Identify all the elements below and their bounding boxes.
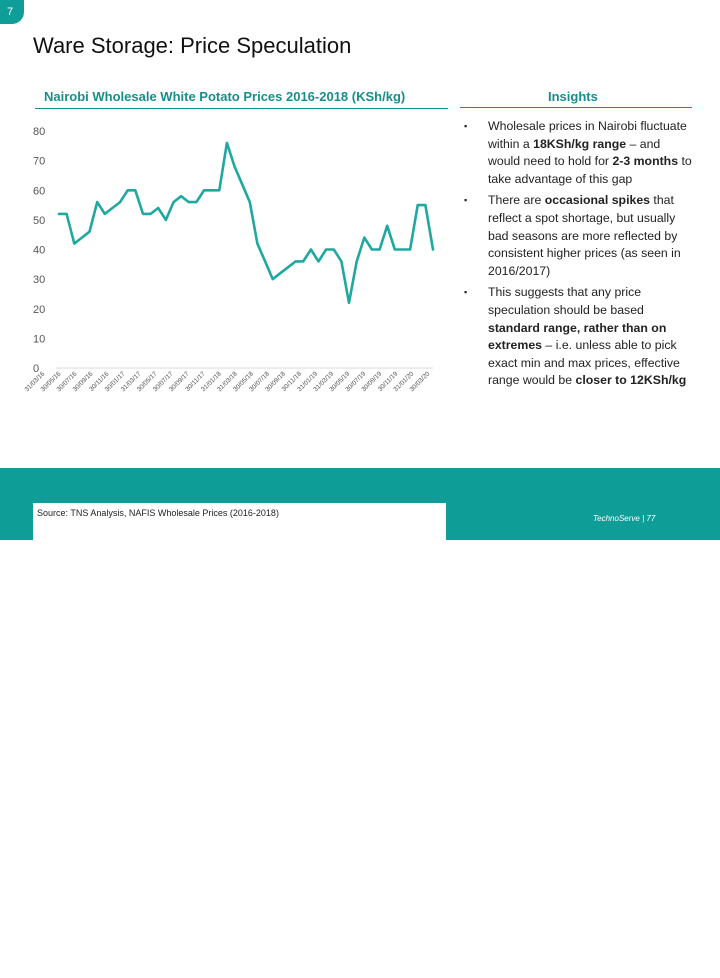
price-line-chart: 0102030405060708031/03/1630/05/1630/07/1… (0, 0, 450, 420)
y-tick-label: 40 (33, 245, 45, 257)
insight-fragment: This suggests that any price speculation… (488, 285, 644, 317)
technoserve-logo-icon (580, 938, 670, 978)
insight-emphasis: occasional spikes (545, 193, 650, 207)
y-tick-label: 20 (33, 304, 45, 316)
insights-title: Insights (548, 89, 598, 104)
bullet-icon: ▪ (462, 118, 488, 188)
insight-fragment: There are (488, 193, 545, 207)
insight-emphasis: 18KSh/kg range (533, 137, 626, 151)
y-tick-label: 60 (33, 185, 45, 197)
insight-item: ▪There are occasional spikes that reflec… (462, 192, 694, 280)
insights-title-rule (460, 107, 692, 108)
y-tick-label: 30 (33, 274, 45, 286)
y-tick-label: 80 (33, 126, 45, 138)
insight-text: There are occasional spikes that reflect… (488, 192, 694, 280)
bullet-icon: ▪ (462, 192, 488, 280)
bullet-icon: ▪ (462, 284, 488, 390)
insight-emphasis: 2-3 months (612, 154, 678, 168)
insights-list: ▪Wholesale prices in Nairobi fluctuate w… (462, 118, 694, 394)
y-tick-label: 10 (33, 333, 45, 345)
price-series-line (59, 143, 433, 303)
insight-emphasis: closer to 12KSh/kg (576, 373, 687, 387)
insight-item: ▪This suggests that any price speculatio… (462, 284, 694, 390)
insight-text: This suggests that any price speculation… (488, 284, 694, 390)
y-tick-label: 50 (33, 215, 45, 227)
insight-text: Wholesale prices in Nairobi fluctuate wi… (488, 118, 694, 188)
brand-footer: TechnoServe | 77 (593, 514, 655, 523)
source-note: Source: TNS Analysis, NAFIS Wholesale Pr… (37, 508, 279, 518)
insight-item: ▪Wholesale prices in Nairobi fluctuate w… (462, 118, 694, 188)
y-tick-label: 70 (33, 156, 45, 168)
